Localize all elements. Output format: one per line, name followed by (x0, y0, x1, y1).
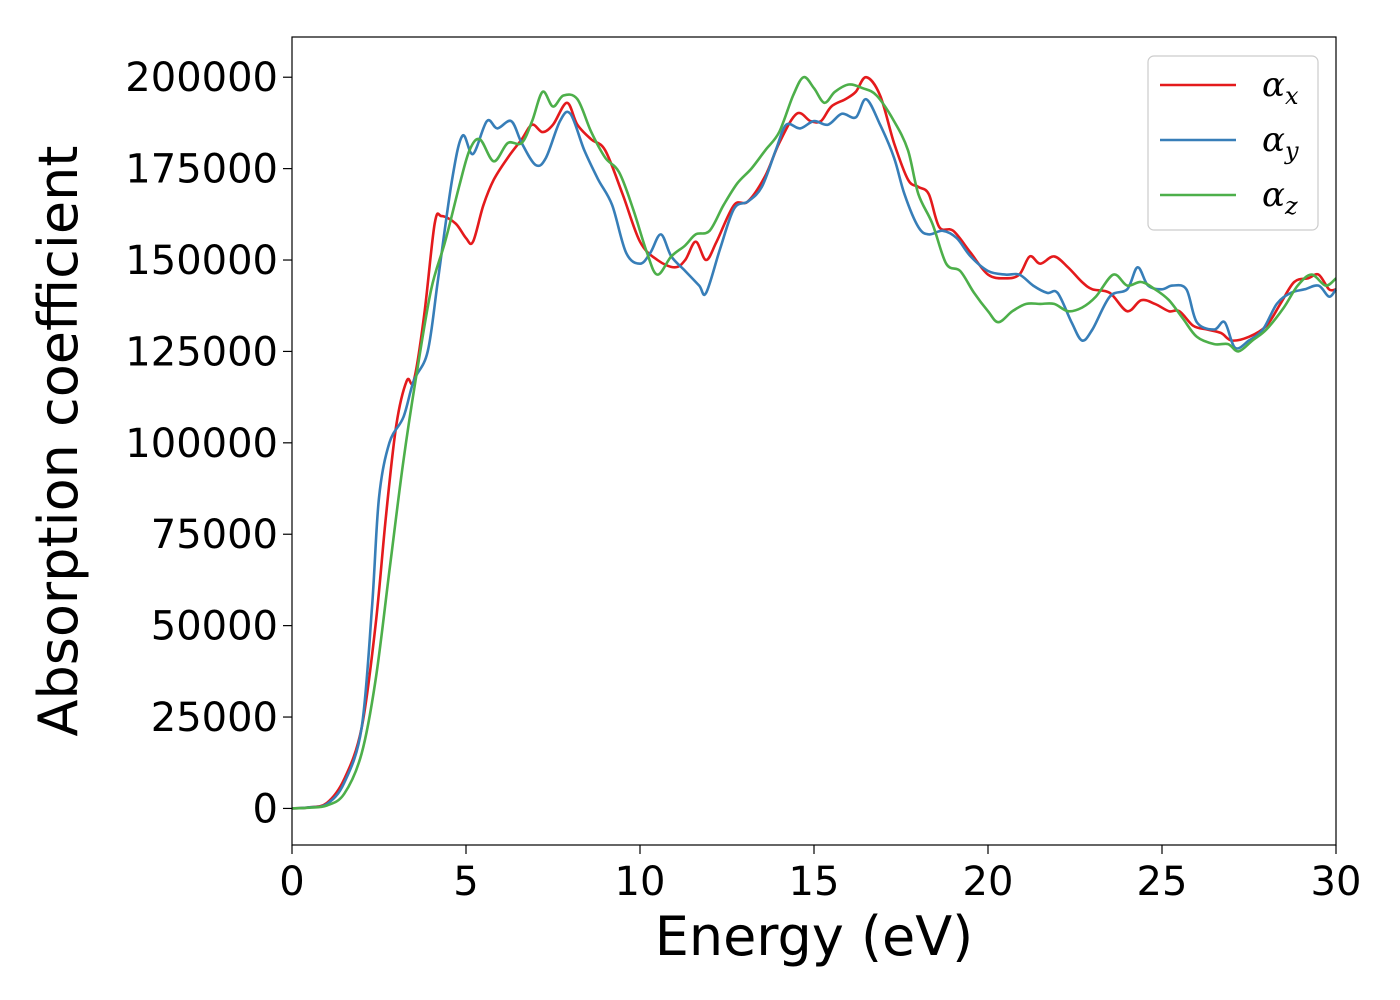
x-tick-label: 25 (1137, 859, 1188, 905)
y-tick-label: 200000 (125, 55, 278, 101)
y-axis: 0 25000 50000 75000 100000 125000 150000 175000… (125, 55, 292, 832)
x-tick-label: 0 (279, 859, 304, 905)
legend-label-alpha-z: αz (1262, 175, 1298, 220)
x-tick-label: 10 (615, 859, 666, 905)
y-tick-label: 25000 (151, 695, 278, 741)
x-axis: 0 5 10 15 20 25 30 (279, 845, 1361, 905)
x-tick-label: 20 (963, 859, 1014, 905)
legend: αx αy αz (1147, 55, 1319, 231)
series-line-alpha-y (291, 97, 1338, 810)
legend-box (1147, 55, 1319, 231)
series-layer (291, 75, 1338, 810)
y-tick-label: 125000 (125, 329, 278, 375)
y-tick-label: 100000 (125, 421, 278, 467)
y-tick-label: 150000 (125, 238, 278, 284)
y-tick-label: 0 (253, 786, 278, 832)
y-tick-label: 175000 (125, 147, 278, 193)
x-tick-label: 5 (453, 859, 478, 905)
legend-label-alpha-x: αx (1262, 65, 1299, 110)
x-tick-label: 30 (1311, 859, 1362, 905)
x-tick-label: 15 (789, 859, 840, 905)
y-tick-label: 50000 (151, 604, 278, 650)
series-line-alpha-z (291, 75, 1337, 810)
y-tick-label: 75000 (151, 512, 278, 558)
x-axis-title: Energy (eV) (655, 905, 974, 968)
y-axis-title: Absorption coefficient (27, 146, 90, 737)
legend-label-alpha-y: αy (1262, 120, 1299, 165)
